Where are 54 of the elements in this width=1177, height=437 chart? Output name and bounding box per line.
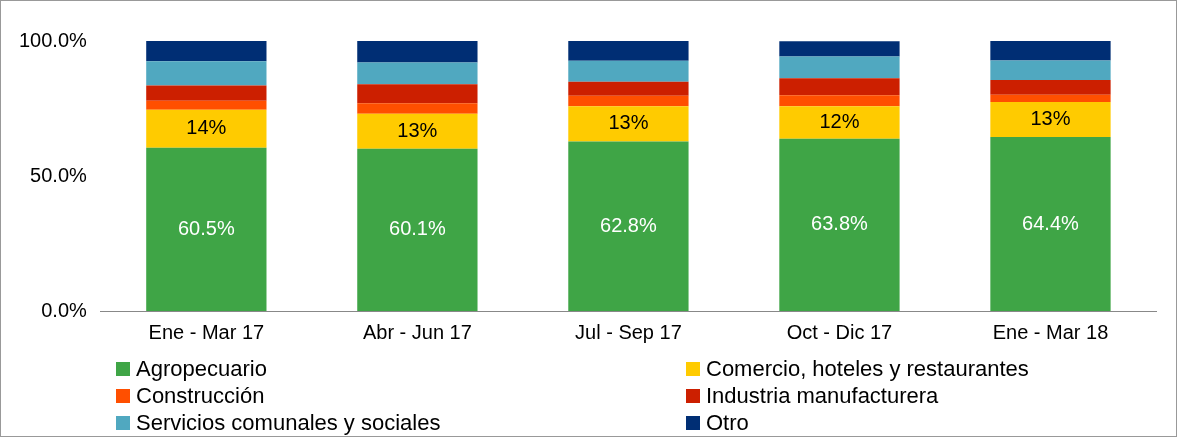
x-tick-label: Oct - Dic 17 xyxy=(786,320,893,343)
bar xyxy=(357,113,478,149)
data-label: 62.8% xyxy=(600,213,657,236)
legend-label: Otro xyxy=(706,409,749,436)
bar xyxy=(568,95,689,107)
bar xyxy=(990,137,1111,311)
data-label: 64.4% xyxy=(1022,211,1080,234)
bar xyxy=(568,106,689,142)
legend-label: Servicios comunales y sociales xyxy=(136,409,441,436)
x-tick-label: Ene - Mar 18 xyxy=(992,320,1109,343)
y-tick-label: 100.0% xyxy=(18,28,88,51)
data-label: 63.8% xyxy=(811,212,869,235)
bar xyxy=(146,147,267,311)
bar xyxy=(779,95,900,107)
legend-label: Industria manufacturera xyxy=(706,382,939,409)
data-label: 13% xyxy=(1030,107,1071,130)
bar xyxy=(357,41,478,63)
bar xyxy=(146,85,267,101)
x-tick-label: Jul - Sep 17 xyxy=(575,320,682,343)
data-label: 13% xyxy=(608,111,649,134)
bar xyxy=(990,94,1111,103)
bar xyxy=(779,41,900,57)
data-label: 14% xyxy=(186,116,227,139)
bar xyxy=(990,60,1111,80)
x-tick-label: Ene - Mar 17 xyxy=(148,320,265,343)
y-tick-label: 50.0% xyxy=(30,163,88,186)
bar xyxy=(146,100,267,110)
bar xyxy=(146,109,267,148)
bar xyxy=(357,62,478,85)
bar xyxy=(779,106,900,139)
bar xyxy=(357,84,478,104)
bar xyxy=(779,56,900,79)
x-tick-label: Abr - Jun 17 xyxy=(362,320,472,343)
data-label: 60.5% xyxy=(177,216,235,239)
bar xyxy=(990,41,1111,61)
bar xyxy=(357,148,478,311)
bar xyxy=(779,138,900,311)
legend-label: Construcción xyxy=(136,382,265,409)
bar xyxy=(357,103,478,114)
bar xyxy=(779,78,900,96)
bar xyxy=(568,141,689,311)
legend-label: Agropecuario xyxy=(136,355,267,382)
data-label: 12% xyxy=(819,110,860,133)
legend-label: Comercio, hoteles y restaurantes xyxy=(706,355,1029,382)
bar xyxy=(146,61,267,86)
bar xyxy=(146,41,267,62)
bar xyxy=(990,102,1111,138)
bar xyxy=(990,79,1111,95)
data-label: 13% xyxy=(397,118,438,141)
y-tick-label: 0.0% xyxy=(41,298,88,321)
bar xyxy=(568,81,689,96)
bar xyxy=(568,60,689,82)
bar xyxy=(568,41,689,61)
data-label: 60.1% xyxy=(389,217,446,240)
